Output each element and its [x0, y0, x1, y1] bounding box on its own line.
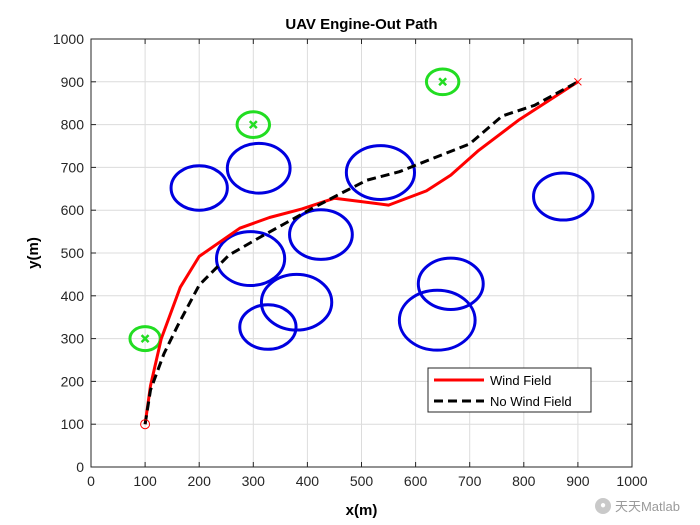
obstacles: [169, 141, 595, 352]
y-tick-label: 600: [61, 202, 85, 218]
legend-label-wind-field: Wind Field: [490, 373, 551, 388]
y-tick-label: 100: [61, 416, 85, 432]
obstacle-circle: [288, 208, 354, 261]
y-tick-label: 1000: [53, 31, 84, 47]
y-tick-label: 0: [76, 459, 84, 475]
x-tick-label: 1000: [616, 473, 647, 489]
obstacle-circle: [416, 256, 485, 311]
y-tick-label: 400: [61, 288, 85, 304]
obstacle-circle: [238, 303, 298, 351]
x-tick-label: 500: [350, 473, 374, 489]
x-tick-label: 700: [458, 473, 482, 489]
x-tick-label: 800: [512, 473, 536, 489]
obstacle-circle: [397, 288, 477, 352]
y-tick-label: 900: [61, 74, 85, 90]
x-tick-label: 100: [133, 473, 157, 489]
landing-site-circle: [235, 110, 272, 139]
watermark-text: 天天Matlab: [614, 499, 680, 514]
y-tick-label: 200: [61, 373, 85, 389]
legend: Wind Field No Wind Field: [427, 367, 592, 413]
x-tick-label: 600: [404, 473, 428, 489]
x-axis-label: x(m): [346, 502, 378, 519]
x-tick-label: 0: [87, 473, 95, 489]
y-tick-label: 800: [61, 117, 85, 133]
path-endpoints: [140, 77, 582, 430]
y-tick-label: 300: [61, 331, 85, 347]
x-tick-label: 900: [566, 473, 590, 489]
obstacle-circle: [169, 164, 229, 212]
x-tick-label: 400: [296, 473, 320, 489]
landing-site-marker: [438, 77, 448, 87]
obstacle-circle: [225, 141, 292, 195]
obstacle-circle: [344, 144, 417, 201]
chart-title: UAV Engine-Out Path: [285, 16, 437, 33]
series-line-no-wind-field: [143, 80, 579, 425]
series-line-wind-field: [143, 80, 579, 425]
start-point-marker: [140, 419, 151, 430]
y-tick-label: 500: [61, 245, 85, 261]
watermark: ● 天天Matlab: [594, 496, 680, 515]
x-tick-label: 200: [188, 473, 212, 489]
legend-box: [427, 367, 592, 413]
y-axis-label: y(m): [25, 237, 42, 269]
obstacle-circle: [532, 171, 595, 222]
landing-site-marker: [140, 334, 150, 343]
y-tick-label: 700: [61, 159, 85, 175]
landing-site-marker: [248, 120, 258, 129]
landing-site-circle: [424, 67, 461, 97]
legend-label-no-wind-field: No Wind Field: [490, 394, 572, 409]
wechat-icon: ●: [594, 497, 611, 514]
x-tick-label: 300: [242, 473, 266, 489]
obstacle-circle: [215, 230, 287, 288]
end-point-marker: [574, 77, 582, 86]
ticks: 0 100 200 300 400 500 600 700 800 900 1000 0 100 200 3…: [53, 31, 648, 489]
paths: [143, 80, 579, 425]
